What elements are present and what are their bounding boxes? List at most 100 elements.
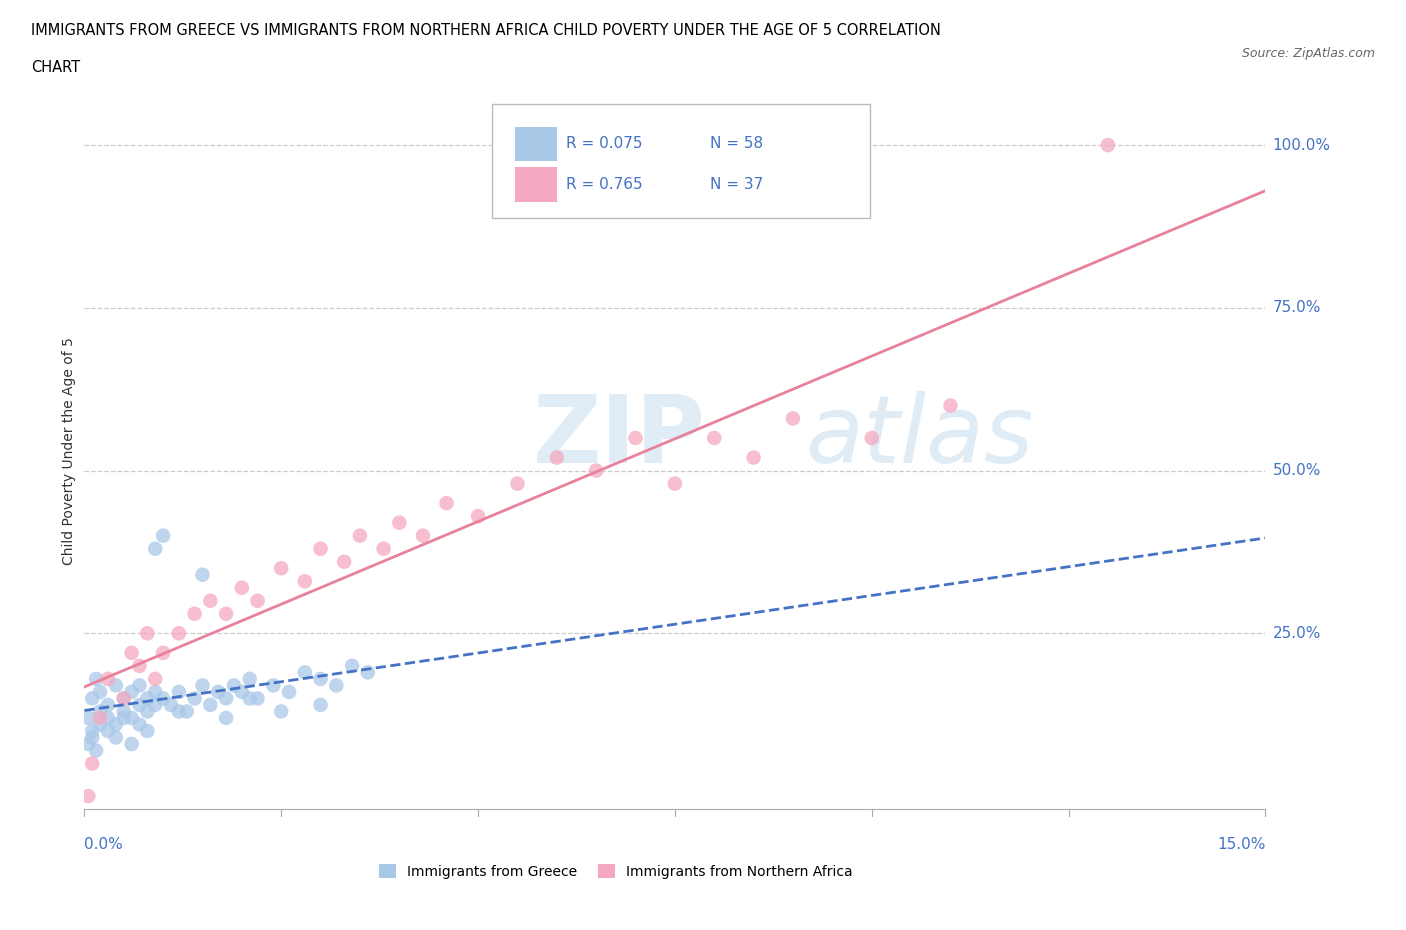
Point — [183, 691, 205, 706]
Point — [160, 698, 183, 712]
Point — [143, 698, 166, 712]
Point — [624, 431, 647, 445]
Point — [703, 431, 725, 445]
Y-axis label: Child Poverty Under the Age of 5: Child Poverty Under the Age of 5 — [62, 337, 76, 565]
Text: IMMIGRANTS FROM GREECE VS IMMIGRANTS FROM NORTHERN AFRICA CHILD POVERTY UNDER TH: IMMIGRANTS FROM GREECE VS IMMIGRANTS FRO… — [31, 23, 941, 38]
Point — [742, 450, 765, 465]
Point — [222, 678, 245, 693]
Point — [128, 698, 150, 712]
Text: 25.0%: 25.0% — [1272, 626, 1320, 641]
Point — [207, 684, 229, 699]
Point — [333, 554, 356, 569]
Text: ZIP: ZIP — [533, 391, 706, 483]
Point — [143, 684, 166, 699]
Point — [436, 496, 458, 511]
Point — [104, 678, 127, 693]
Point — [97, 671, 120, 686]
Point — [357, 665, 380, 680]
Text: N = 37: N = 37 — [710, 177, 763, 193]
Point — [176, 704, 198, 719]
Point — [349, 528, 371, 543]
Point — [82, 724, 104, 738]
Point — [546, 450, 568, 465]
Point — [128, 678, 150, 693]
Text: 100.0%: 100.0% — [1272, 138, 1330, 153]
Point — [82, 730, 104, 745]
Point — [1097, 138, 1119, 153]
Point — [239, 671, 262, 686]
Point — [215, 606, 238, 621]
Point — [112, 711, 135, 725]
Text: R = 0.075: R = 0.075 — [567, 137, 643, 152]
Point — [77, 711, 100, 725]
Point — [112, 704, 135, 719]
Text: R = 0.765: R = 0.765 — [567, 177, 643, 193]
Point — [84, 743, 107, 758]
Point — [143, 671, 166, 686]
Text: CHART: CHART — [31, 60, 80, 75]
Text: atlas: atlas — [804, 392, 1033, 483]
Point — [412, 528, 434, 543]
Point — [84, 671, 107, 686]
Text: 15.0%: 15.0% — [1218, 837, 1265, 852]
FancyBboxPatch shape — [516, 167, 557, 202]
Point — [262, 678, 284, 693]
Point — [467, 509, 489, 524]
Point — [152, 645, 174, 660]
Point — [340, 658, 363, 673]
Point — [183, 606, 205, 621]
Point — [373, 541, 395, 556]
Point — [121, 645, 143, 660]
Point — [152, 691, 174, 706]
Text: N = 58: N = 58 — [710, 137, 763, 152]
Point — [309, 671, 332, 686]
Point — [215, 691, 238, 706]
Point — [294, 665, 316, 680]
Point — [231, 684, 253, 699]
Point — [121, 711, 143, 725]
Point — [97, 698, 120, 712]
Point — [270, 561, 292, 576]
Point — [506, 476, 529, 491]
Legend: Immigrants from Greece, Immigrants from Northern Africa: Immigrants from Greece, Immigrants from … — [374, 858, 858, 884]
Point — [97, 724, 120, 738]
Point — [82, 756, 104, 771]
Point — [136, 704, 159, 719]
Text: 0.0%: 0.0% — [84, 837, 124, 852]
Text: Source: ZipAtlas.com: Source: ZipAtlas.com — [1241, 46, 1375, 60]
Point — [136, 691, 159, 706]
Point — [77, 789, 100, 804]
Point — [585, 463, 607, 478]
Point — [128, 717, 150, 732]
Point — [664, 476, 686, 491]
Point — [136, 724, 159, 738]
Point — [128, 658, 150, 673]
Point — [246, 593, 269, 608]
Point — [97, 711, 120, 725]
Point — [136, 626, 159, 641]
Point — [191, 678, 214, 693]
FancyBboxPatch shape — [516, 126, 557, 161]
Point — [246, 691, 269, 706]
Text: 50.0%: 50.0% — [1272, 463, 1320, 478]
Point — [82, 691, 104, 706]
Point — [215, 711, 238, 725]
Point — [860, 431, 883, 445]
Point — [152, 528, 174, 543]
Point — [89, 704, 111, 719]
Point — [77, 737, 100, 751]
Point — [89, 717, 111, 732]
Text: 75.0%: 75.0% — [1272, 300, 1320, 315]
Point — [121, 737, 143, 751]
Point — [388, 515, 411, 530]
Point — [104, 717, 127, 732]
Point — [167, 684, 190, 699]
Point — [200, 698, 222, 712]
Point — [89, 711, 111, 725]
Point — [167, 704, 190, 719]
Point — [239, 691, 262, 706]
Point — [231, 580, 253, 595]
Point — [200, 593, 222, 608]
Point — [325, 678, 347, 693]
Point — [121, 684, 143, 699]
